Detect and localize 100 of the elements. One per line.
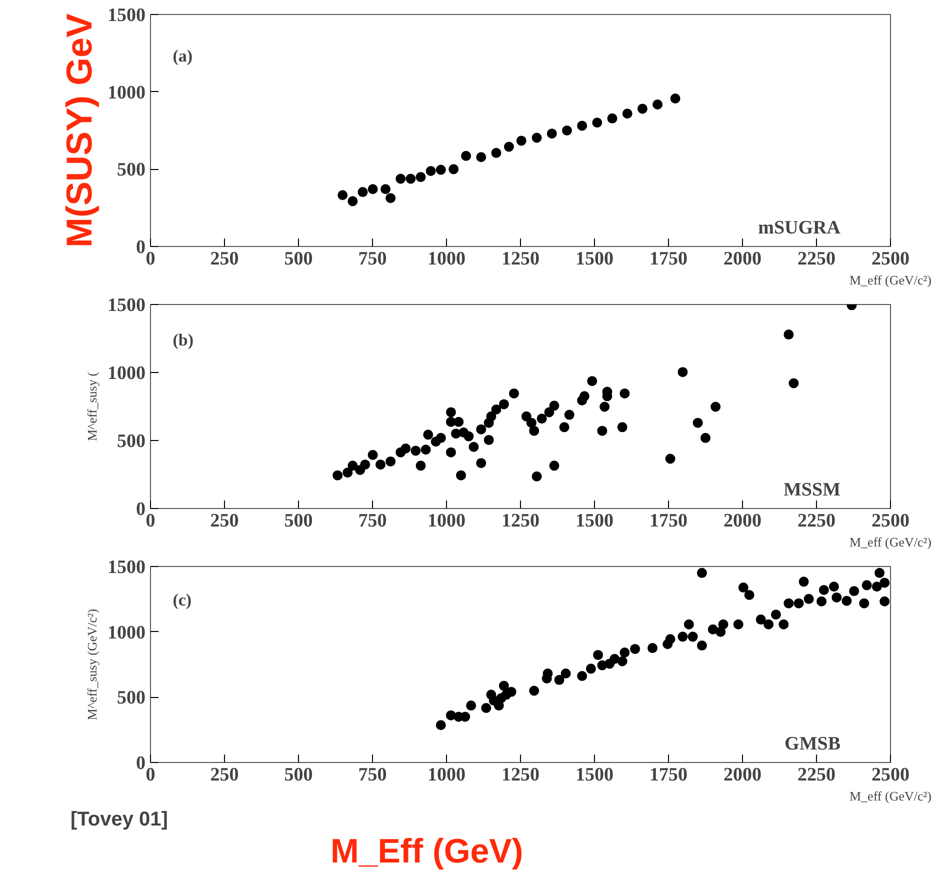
x-tick-label: 250 [210, 510, 239, 532]
point [486, 411, 496, 422]
point [637, 104, 648, 114]
point [406, 174, 416, 184]
point [423, 430, 434, 440]
point [360, 460, 370, 470]
y-tick-label: 1000 [108, 622, 146, 644]
point [710, 402, 721, 412]
point [516, 136, 526, 146]
point [670, 93, 680, 104]
point [464, 431, 474, 442]
point [544, 407, 554, 418]
y-tick-label: 500 [117, 160, 146, 181]
annotation: (b) [172, 330, 194, 350]
x-tick-label: 1250 [502, 764, 540, 786]
point [386, 193, 396, 204]
point [416, 172, 426, 182]
point [526, 418, 536, 428]
point [692, 418, 703, 428]
point [446, 447, 456, 458]
point [484, 434, 494, 445]
y-axis-title: M^eff_susy (GeV/c²) [84, 608, 100, 720]
point [665, 454, 676, 464]
point [532, 471, 542, 482]
x-tick-label: 1500 [576, 510, 614, 532]
point [549, 460, 560, 471]
x-tick-label: 1000 [428, 248, 466, 270]
point [348, 196, 358, 206]
point [476, 458, 486, 468]
x-tick-label: 1500 [576, 764, 614, 786]
annotation: GMSB [784, 734, 841, 754]
x-tick-label: 500 [284, 248, 313, 270]
x-axis-title: M_eff (GeV/c²) [850, 272, 932, 288]
point [678, 367, 688, 378]
point [546, 128, 557, 139]
point [597, 426, 608, 436]
point [620, 388, 630, 398]
annotation: MSSM [784, 480, 841, 500]
annotation: (a) [172, 46, 193, 66]
y-tick-label: 1000 [108, 363, 146, 384]
point [508, 388, 519, 398]
y-tick-label: 500 [117, 431, 146, 452]
point [446, 407, 456, 418]
x-tick-label: 1250 [502, 248, 540, 270]
x-tick-label: 1750 [650, 764, 688, 786]
x-tick-label: 500 [284, 510, 313, 532]
point [562, 126, 572, 136]
point [549, 400, 560, 411]
point [579, 391, 590, 402]
point [396, 174, 406, 184]
point [338, 190, 348, 200]
point [652, 100, 663, 110]
point [504, 142, 514, 152]
point [400, 444, 411, 454]
point [461, 150, 472, 161]
point [491, 148, 502, 158]
point [788, 378, 799, 388]
point [700, 432, 710, 443]
point [592, 118, 602, 128]
y-tick-label: 1000 [108, 82, 146, 104]
x-tick-label: 1500 [576, 248, 614, 270]
x-tick-label: 1750 [650, 248, 688, 270]
point [600, 402, 610, 412]
point [476, 424, 486, 434]
point [617, 422, 628, 432]
annotation: mSUGRA [758, 218, 841, 238]
point [410, 446, 421, 456]
point [607, 113, 618, 124]
text: [Tovey 01] [70, 808, 168, 830]
x-tick-label: 2250 [798, 510, 836, 532]
x-tick-label: 250 [210, 248, 239, 270]
point [564, 410, 574, 420]
point [536, 414, 547, 424]
x-tick-label: 2500 [872, 248, 910, 270]
point [358, 187, 368, 198]
point [332, 470, 343, 480]
point [380, 184, 391, 194]
point [426, 166, 436, 176]
annotation: (c) [172, 590, 192, 610]
point [784, 330, 794, 340]
point [468, 442, 479, 452]
point [622, 108, 632, 119]
x-tick-label: 1250 [502, 510, 540, 532]
x-axis-title: M_eff (GeV/c²) [850, 534, 932, 550]
point [342, 468, 353, 478]
point [420, 444, 431, 455]
x-tick-label: 2250 [798, 248, 836, 270]
x-tick-label: 1000 [428, 764, 466, 786]
point [529, 426, 540, 436]
point [476, 152, 486, 162]
text: M_Eff (GeV) [330, 832, 524, 870]
point [532, 132, 542, 143]
point [559, 422, 570, 432]
x-tick-label: 2000 [724, 764, 762, 786]
point [587, 376, 598, 386]
point [448, 164, 459, 174]
point [498, 399, 509, 410]
point [436, 164, 446, 175]
x-axis-title: M_eff (GeV/c²) [850, 788, 932, 804]
y-axis-title: M(SUSY) GeV [58, 13, 100, 248]
